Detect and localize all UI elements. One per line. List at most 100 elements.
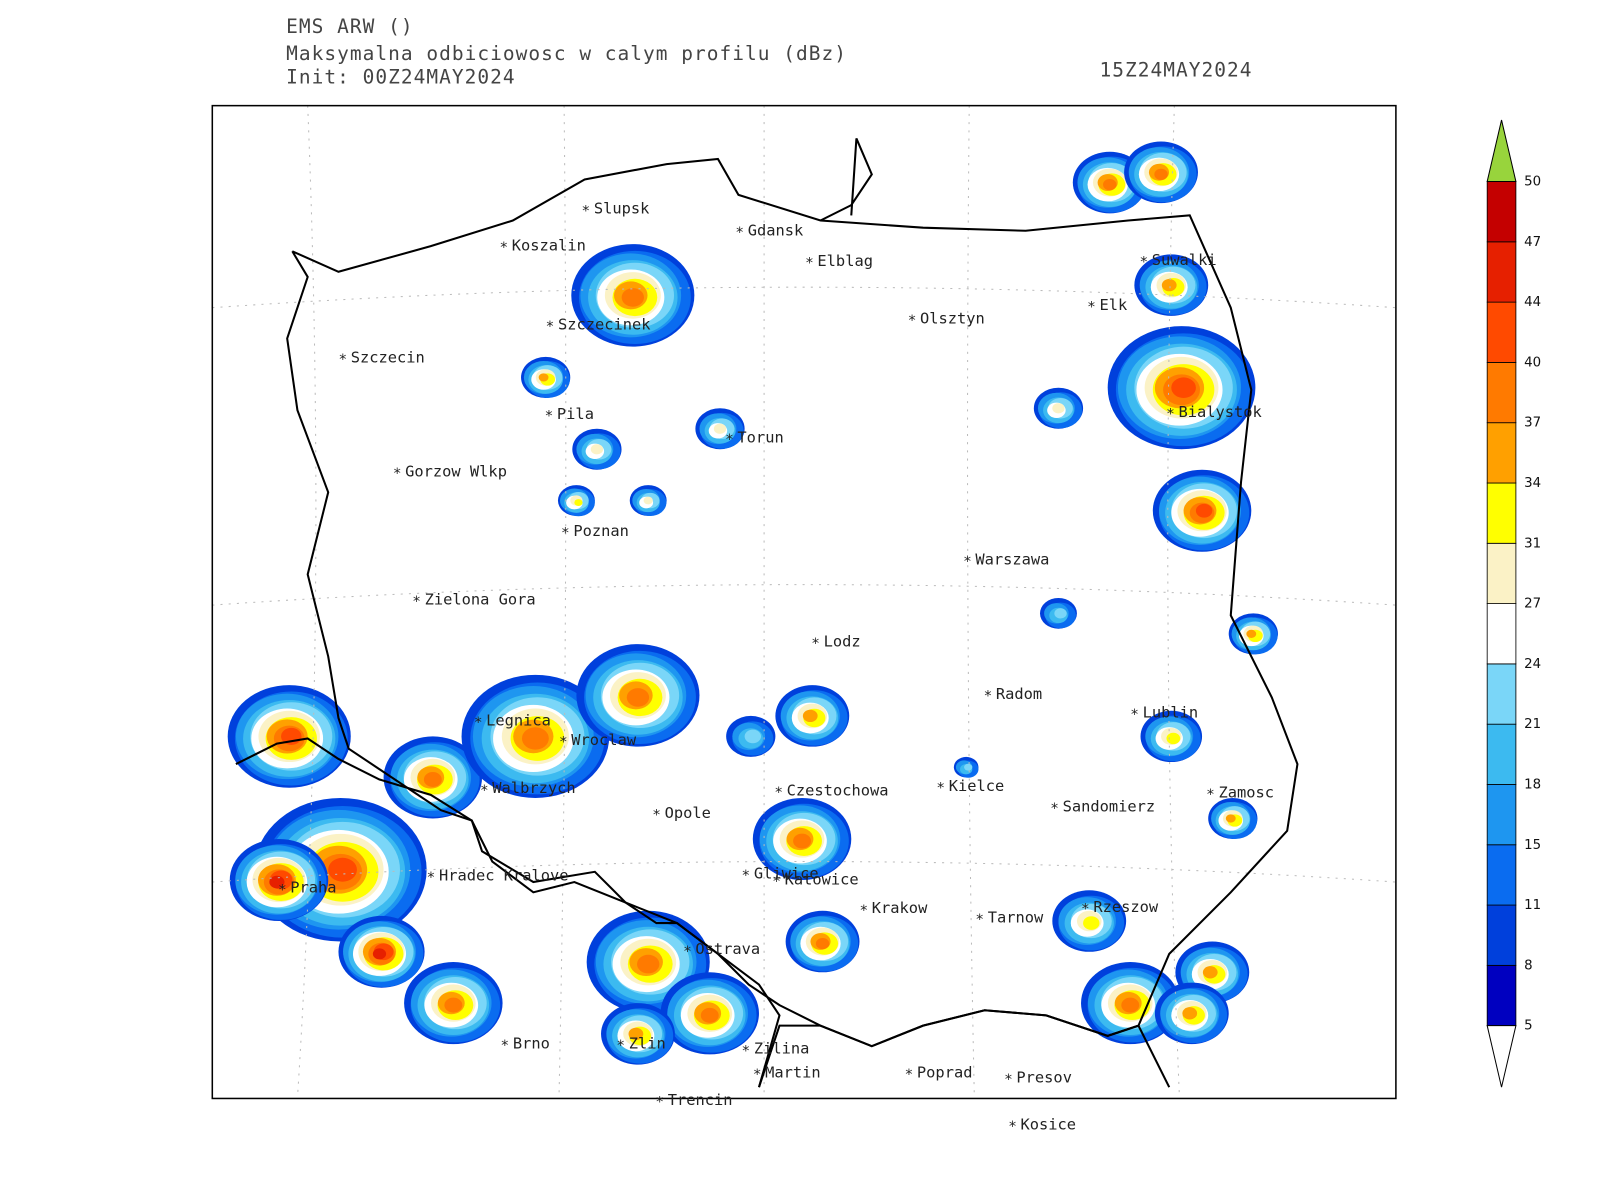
echo-contour [538,373,549,382]
city-label: Rzeszow [1093,898,1159,916]
colorbar-bin [1486,241,1517,303]
colorbar-label: 21 [1524,717,1541,732]
city-marker: * [616,1038,625,1054]
city-marker: * [1166,406,1175,422]
city-label: Olsztyn [920,309,985,327]
city-label: Zielona Gora [425,591,536,609]
city-label: Ostrava [695,940,760,958]
city-label: Koszalin [512,237,586,255]
colorbar-bin [1486,542,1517,605]
city-marker: * [338,352,347,368]
coast [820,138,873,222]
echo-contour [269,875,285,889]
echo-contour [1246,629,1257,638]
city-marker: * [1050,801,1059,817]
echo-contour [744,729,762,744]
city-label: Gorzow Wlkp [405,462,507,480]
parallel [212,861,1396,883]
city-marker: * [561,525,570,541]
echo-contour [621,288,645,307]
colorbar-bin [1486,301,1517,363]
echo-contour [1054,608,1067,619]
city-marker: * [742,1043,751,1059]
city-marker: * [975,912,984,928]
city-marker: * [963,554,972,570]
city-label: Warszawa [975,551,1049,569]
colorbar-label: 50 [1524,175,1541,190]
city-labels: * Slupsk* Koszalin* Gdansk* Elblag * Suwalki* E… [278,200,1274,1135]
city-marker: * [725,432,734,448]
czech-border [235,737,781,1088]
city-marker: * [427,870,436,886]
city-marker: * [582,203,591,219]
city-label: Legnica [486,712,551,730]
echo-contour [1052,403,1065,414]
colorbar-label: 34 [1524,476,1541,491]
city-marker: * [545,408,554,424]
echo-contour [1161,278,1177,292]
meridian [296,105,317,1099]
city-label: Elk [1099,296,1128,314]
echo-contour [1195,503,1213,518]
city-label: Walbrzych [492,779,575,797]
echo-contour [372,948,387,960]
city-marker: * [742,868,751,884]
colorbar-bin [1486,663,1517,725]
colorbar-label: 24 [1524,657,1541,672]
meridian [558,105,567,1099]
city-label: Lublin [1143,703,1199,721]
colorbar-label: 11 [1524,898,1541,913]
colorbar-bin [1486,482,1517,544]
colorbar-label: 15 [1524,838,1541,853]
city-label: Brno [513,1035,550,1053]
colorbar-label: 47 [1524,235,1541,250]
city-label: Sandomierz [1063,798,1156,816]
colorbar-under [1486,1025,1517,1088]
city-marker: * [811,636,820,652]
colorbar-label: 44 [1524,295,1541,310]
city-marker: * [772,874,781,890]
echo-contour [815,937,830,950]
echo-contour [793,833,812,849]
colorbar-bin [1486,422,1517,484]
city-marker: * [1008,1119,1017,1135]
city-marker: * [655,1095,664,1111]
meridian [1167,105,1180,1099]
colorbar-label: 37 [1524,416,1541,431]
init-time: Init: 00Z24MAY2024 [286,65,515,88]
city-marker: * [278,882,287,898]
city-label: Zlin [629,1035,666,1053]
echo-contour [643,496,653,505]
reflectivity-field [227,141,1278,1065]
city-label: Katowice [785,871,859,889]
city-marker: * [499,240,508,256]
echo-contour [628,1027,644,1040]
city-label: Szczecinek [558,316,651,334]
field-title: Maksymalna odbiciowosc w calym profilu (… [286,42,847,65]
city-label: Czestochowa [787,781,889,799]
city-marker: * [1081,902,1090,918]
city-label: Gliwice [754,864,819,882]
city-marker: * [1130,707,1139,723]
borders [235,138,1299,1088]
echo-contour [802,709,818,723]
colorbar-label: 18 [1524,777,1541,792]
colorbar-label: 40 [1524,355,1541,370]
city-label: Lodz [824,633,861,651]
echo-contour [1103,179,1117,191]
echo-contour [713,423,727,434]
city-marker: * [1139,255,1148,271]
echo-contour [1182,1007,1198,1020]
city-marker: * [474,715,483,731]
echo-contour [590,444,604,455]
colorbar: 5 8 11 15 18 21 24 27 31 34 37 40 44 47 50 [1486,119,1541,1088]
city-label: Bialystok [1178,403,1262,421]
city-marker: * [412,594,421,610]
map-frame [211,104,1397,1100]
city-label: Poznan [573,522,629,540]
echo-contour [626,688,650,707]
echo-contour [574,499,583,506]
echo-contour [1166,732,1181,745]
echo-contour [700,1007,719,1023]
city-label: Radom [996,685,1042,703]
